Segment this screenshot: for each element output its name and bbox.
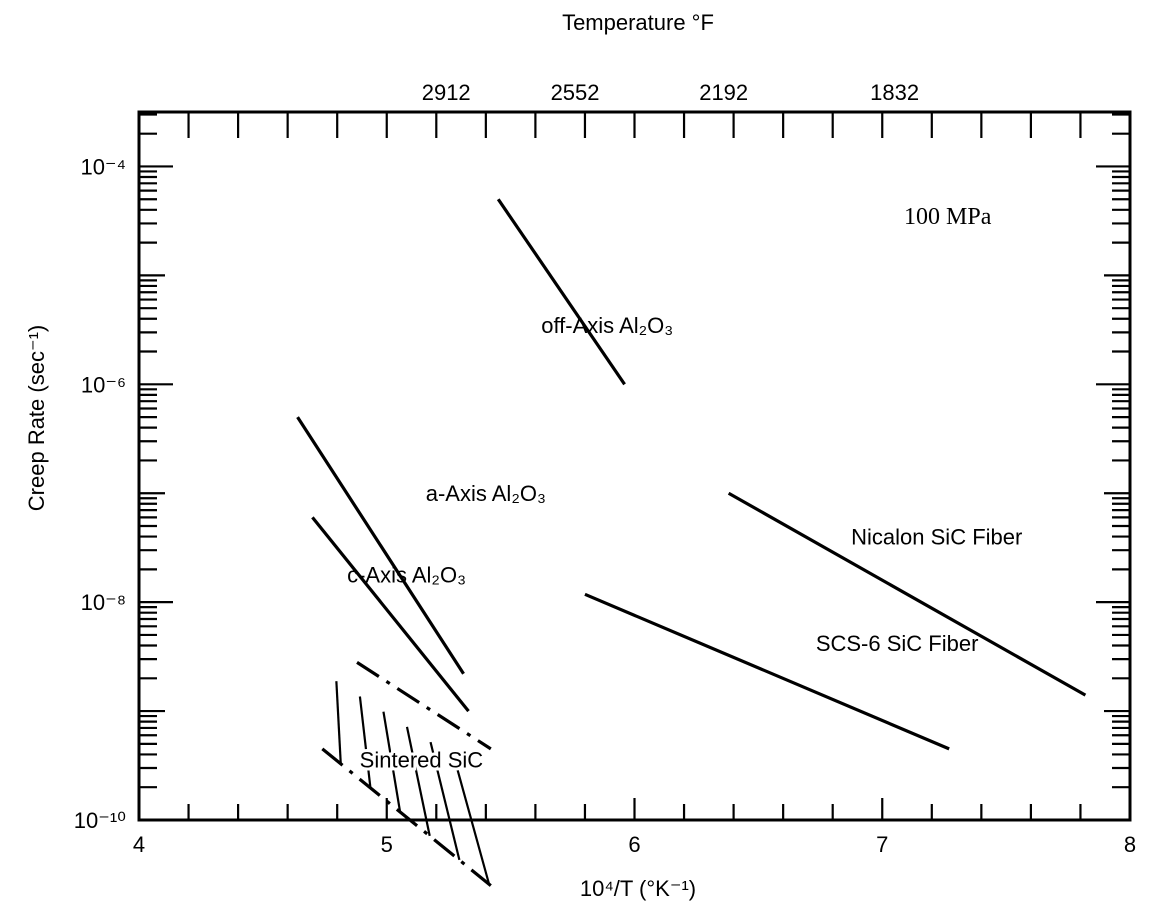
region-lower-bound	[321, 747, 492, 887]
series-line	[311, 516, 470, 713]
region-hatch-line	[335, 681, 342, 764]
region-hatch-line	[405, 726, 431, 837]
x-tick-label: 8	[1124, 832, 1136, 857]
series-label: off-Axis Al₂O₃	[541, 313, 673, 338]
x-axis-title: 10⁴/T (°K⁻¹)	[580, 876, 696, 901]
region-label: Sintered SiC	[360, 747, 484, 772]
region-hatch-line	[382, 711, 402, 812]
top-tick-label: 2192	[699, 80, 748, 105]
x-tick-label: 5	[381, 832, 393, 857]
series-label: a-Axis Al₂O₃	[426, 481, 546, 506]
region-hatch-line	[453, 757, 491, 885]
series-label: Nicalon SiC Fiber	[851, 525, 1022, 550]
x-tick-label: 7	[876, 832, 888, 857]
stress-condition-label: 100 MPa	[904, 204, 992, 230]
y-tick-label: 10⁻⁸	[81, 590, 126, 615]
top-tick-label: 2912	[422, 80, 471, 105]
y-tick-label: 10⁻⁶	[81, 372, 126, 397]
series-label: SCS-6 SiC Fiber	[816, 631, 979, 656]
region-upper-bound	[356, 661, 492, 751]
top-tick-label: 2552	[551, 80, 600, 105]
plot-area: 4 5 6 7 8 2912 2552 2192 1832 10⁻⁴ 10⁻⁶ 10⁻⁸ 10⁻¹⁰ of…	[74, 80, 1136, 887]
series-line	[296, 416, 465, 675]
x-tick-label: 4	[133, 832, 145, 857]
x-tick-label: 6	[628, 832, 640, 857]
region-hatch-line	[429, 741, 461, 861]
series-line	[496, 198, 626, 386]
y-tick-label: 10⁻⁴	[80, 154, 126, 179]
y-tick-label: 10⁻¹⁰	[74, 808, 126, 833]
region-hatch-line	[358, 696, 372, 788]
series-line	[727, 491, 1087, 697]
series-label: c-Axis Al₂O₃	[347, 562, 466, 587]
y-axis-title: Creep Rate (sec⁻¹)	[24, 325, 49, 511]
top-tick-label: 1832	[870, 80, 919, 105]
top-axis-title: Temperature °F	[562, 10, 714, 35]
series-line	[584, 592, 950, 751]
